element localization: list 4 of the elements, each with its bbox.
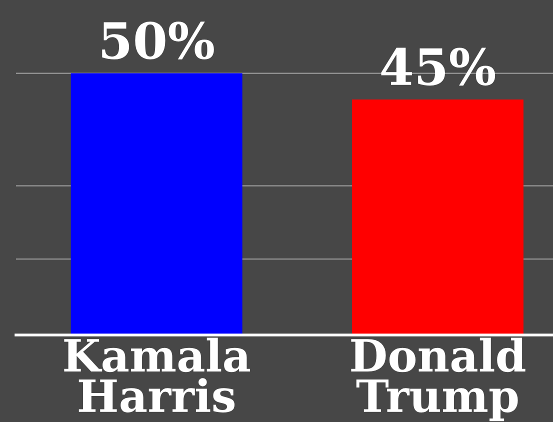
data-label: 50% (102, 22, 214, 60)
data-label: 45% (381, 48, 496, 86)
x-tick-label: Kamala Harris (64, 338, 250, 412)
x-tick-label: Donald Trump (351, 338, 526, 422)
